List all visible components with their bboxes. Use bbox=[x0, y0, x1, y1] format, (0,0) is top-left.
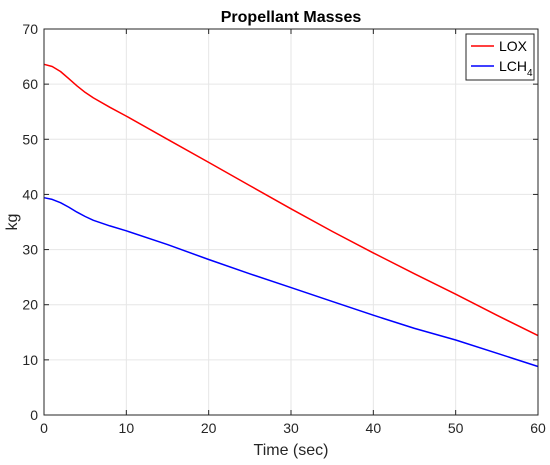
x-tick-label: 40 bbox=[366, 420, 382, 436]
y-tick-label: 20 bbox=[22, 297, 38, 313]
legend-label-lch4-subscript: 4 bbox=[527, 68, 533, 79]
y-tick-label: 40 bbox=[22, 186, 38, 202]
tick-labels: 0 10 20 30 40 50 60 0 10 20 30 40 50 60 70 bbox=[22, 21, 546, 436]
legend-label-lch4-base: LCH bbox=[499, 58, 527, 74]
x-tick-label: 50 bbox=[448, 420, 464, 436]
x-axis-label: Time (sec) bbox=[254, 442, 329, 459]
x-tick-label: 60 bbox=[530, 420, 546, 436]
series-line-0 bbox=[43, 63, 539, 337]
legend: LOX LCH4 bbox=[465, 33, 535, 81]
x-tick-label: 20 bbox=[201, 420, 217, 436]
y-axis-label: kg bbox=[4, 214, 21, 231]
tick-marks bbox=[43, 28, 539, 416]
x-tick-label: 0 bbox=[40, 420, 48, 436]
y-tick-label: 70 bbox=[22, 21, 38, 37]
y-tick-label: 10 bbox=[22, 352, 38, 368]
y-tick-label: 60 bbox=[22, 76, 38, 92]
x-tick-label: 30 bbox=[283, 420, 299, 436]
legend-label-lch4: LCH4 bbox=[499, 58, 533, 79]
legend-box bbox=[465, 33, 535, 81]
x-tick-label: 10 bbox=[119, 420, 135, 436]
y-tick-label: 50 bbox=[22, 131, 38, 147]
series-line-1 bbox=[43, 196, 539, 368]
legend-label-lox: LOX bbox=[499, 38, 528, 54]
series-layer bbox=[43, 63, 539, 368]
chart-title: Propellant Masses bbox=[221, 9, 362, 26]
y-tick-label: 30 bbox=[22, 242, 38, 258]
y-tick-label: 0 bbox=[30, 407, 38, 423]
